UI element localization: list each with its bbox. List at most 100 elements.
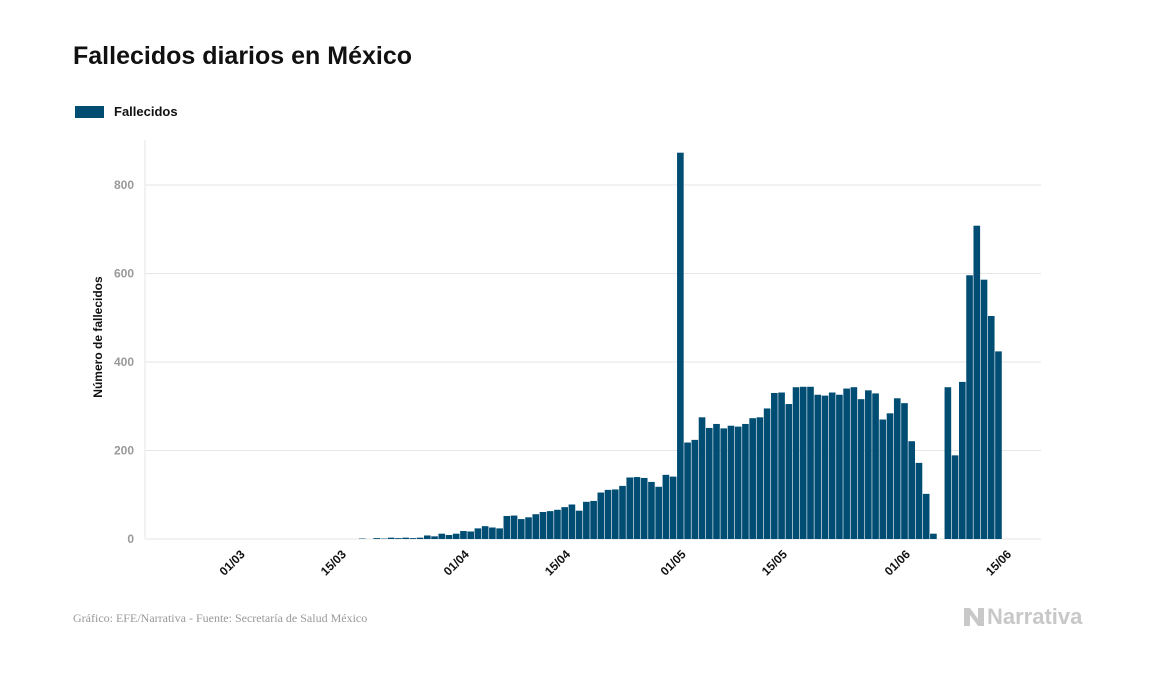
bar xyxy=(995,351,1002,539)
x-axis-ticks: 01/03 15/03 01/04 15/04 01/05 15/05 01/06 15/06 xyxy=(217,547,1015,578)
bar xyxy=(640,477,648,539)
bar xyxy=(474,528,482,539)
bar xyxy=(626,477,634,539)
bar xyxy=(503,515,511,539)
bar xyxy=(677,152,684,539)
bar xyxy=(785,404,793,539)
bar xyxy=(836,394,843,539)
bar xyxy=(395,538,402,540)
bar xyxy=(713,423,720,539)
bar xyxy=(554,509,561,540)
bar xyxy=(821,395,829,539)
bar xyxy=(959,381,966,539)
bar xyxy=(951,455,959,539)
bar xyxy=(510,515,518,539)
bar xyxy=(792,387,800,539)
legend-swatch xyxy=(75,105,104,118)
bar xyxy=(467,531,474,539)
y-tick-label: 400 xyxy=(114,355,134,369)
x-tick-label: 15/03 xyxy=(318,547,349,578)
y-tick-label: 600 xyxy=(114,267,134,281)
bars xyxy=(358,152,1002,540)
bar xyxy=(452,533,460,539)
bar xyxy=(857,399,865,539)
y-axis-ticks: 0 200 400 600 800 xyxy=(114,178,134,546)
x-tick-label: 01/04 xyxy=(441,547,472,578)
bar xyxy=(568,504,576,540)
bar xyxy=(908,441,916,539)
bar xyxy=(481,526,489,539)
bar xyxy=(987,315,995,539)
bar xyxy=(445,535,453,539)
bar xyxy=(930,533,937,539)
bar xyxy=(546,511,554,539)
bar xyxy=(705,427,713,539)
bar xyxy=(438,533,446,539)
bar xyxy=(525,517,532,539)
bar xyxy=(619,485,626,539)
bar xyxy=(669,476,677,539)
bar xyxy=(850,387,858,539)
bar xyxy=(691,439,699,539)
bar xyxy=(763,408,771,539)
bar xyxy=(387,537,395,539)
bar xyxy=(771,392,778,540)
bar xyxy=(814,394,822,539)
bar xyxy=(539,512,547,539)
y-tick-label: 0 xyxy=(127,532,134,546)
bar xyxy=(684,442,691,539)
bar xyxy=(575,510,583,539)
bar xyxy=(915,462,923,539)
bar xyxy=(966,275,973,539)
bar xyxy=(980,279,988,539)
bar xyxy=(604,489,612,539)
bar xyxy=(373,538,381,540)
bar xyxy=(828,392,836,539)
bar xyxy=(865,390,872,539)
bar xyxy=(423,535,431,539)
brand-logo: Narrativa xyxy=(963,604,1082,630)
narrativa-logo-icon xyxy=(964,608,984,626)
bar xyxy=(901,403,908,539)
x-tick-label: 15/04 xyxy=(542,547,573,578)
bar xyxy=(496,528,503,539)
bar xyxy=(655,486,662,539)
legend-label: Fallecidos xyxy=(114,104,178,119)
bar xyxy=(734,426,742,539)
bar xyxy=(590,500,597,539)
bar xyxy=(583,501,590,539)
bar xyxy=(843,388,850,539)
bar xyxy=(561,507,568,539)
x-tick-label: 01/05 xyxy=(658,547,689,578)
bar xyxy=(489,527,496,540)
bar xyxy=(922,493,930,539)
bar xyxy=(402,537,409,539)
bar xyxy=(431,536,438,540)
bar xyxy=(720,428,728,540)
bar xyxy=(727,425,735,539)
bar xyxy=(799,386,807,539)
bar xyxy=(611,489,619,539)
bar xyxy=(409,538,417,540)
x-tick-label: 01/06 xyxy=(882,547,913,578)
bar xyxy=(597,492,605,539)
bar xyxy=(756,417,764,539)
bar xyxy=(778,392,785,539)
source-note: Gráfico: EFE/Narrativa - Fuente: Secreta… xyxy=(73,611,368,625)
bar xyxy=(893,398,901,539)
bar xyxy=(872,393,879,539)
y-axis-label: Número de fallecidos xyxy=(91,276,105,398)
bar xyxy=(633,477,641,539)
bar xyxy=(749,418,756,539)
bar xyxy=(886,413,894,539)
x-tick-label: 01/03 xyxy=(217,547,248,578)
bar xyxy=(879,419,887,539)
bar xyxy=(648,481,655,539)
bar xyxy=(517,519,525,539)
x-tick-label: 15/05 xyxy=(759,547,790,578)
bar xyxy=(807,386,814,539)
chart-legend: Fallecidos xyxy=(75,104,178,119)
bar xyxy=(662,474,670,539)
x-tick-label: 15/06 xyxy=(983,547,1014,578)
